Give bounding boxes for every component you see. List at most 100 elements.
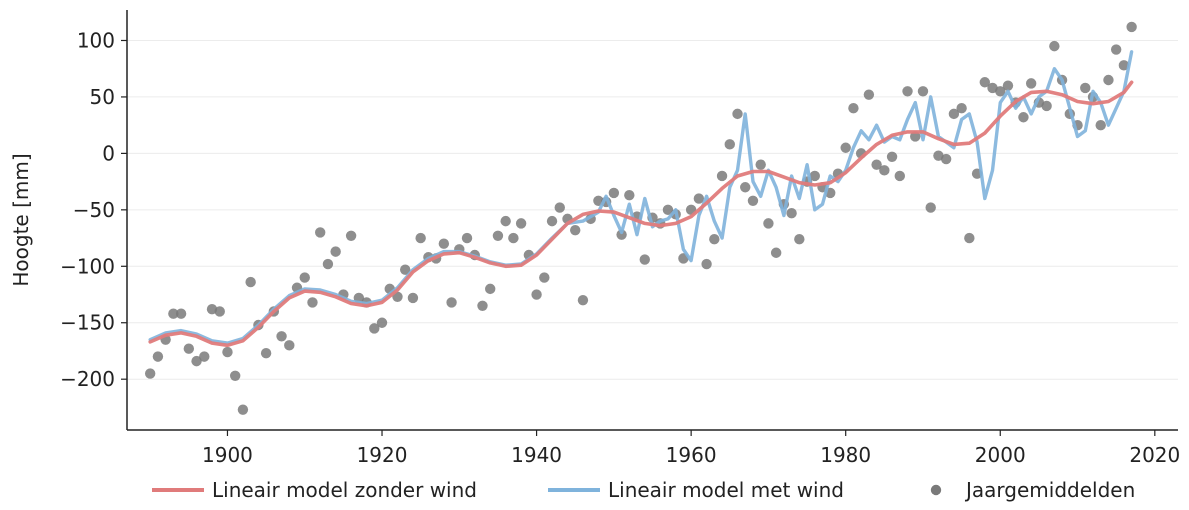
- data-point: [1095, 119, 1106, 131]
- data-point: [770, 247, 782, 258]
- data-point: [183, 343, 195, 354]
- data-point: [376, 317, 388, 328]
- data-point: [485, 283, 496, 295]
- legend-label: Jaargemiddelden: [964, 478, 1135, 502]
- data-point: [299, 272, 310, 283]
- legend-label: Lineair model met wind: [608, 478, 844, 502]
- data-point: [492, 230, 504, 242]
- data-point: [608, 187, 620, 199]
- data-point: [284, 340, 295, 351]
- data-point: [461, 232, 473, 244]
- data-point: [840, 142, 851, 153]
- data-point: [639, 254, 650, 265]
- data-point: [191, 355, 202, 367]
- data-point: [546, 215, 558, 227]
- y-tick-label: 50: [90, 85, 115, 109]
- data-point: [886, 151, 898, 162]
- data-point: [237, 404, 249, 415]
- y-tick-label: −200: [60, 367, 115, 391]
- series-line: [148, 50, 1134, 345]
- data-point: [794, 233, 805, 245]
- data-point: [345, 230, 357, 242]
- data-point: [508, 232, 519, 244]
- legend-item: Jaargemiddelden: [930, 478, 1135, 502]
- data-point: [446, 297, 457, 308]
- data-point: [1118, 60, 1130, 71]
- data-point: [322, 258, 334, 270]
- data-point: [786, 208, 797, 219]
- data-point: [276, 331, 287, 342]
- x-tick-label: 1980: [820, 443, 871, 467]
- data-point: [925, 202, 936, 213]
- data-point: [1049, 40, 1060, 52]
- data-point: [369, 323, 380, 334]
- data-point: [554, 202, 565, 213]
- data-point: [809, 170, 820, 182]
- data-point: [168, 308, 179, 319]
- data-point: [407, 292, 419, 304]
- data-point: [314, 227, 326, 238]
- y-tick-label: 0: [102, 141, 115, 165]
- data-point: [1126, 21, 1137, 33]
- data-point: [616, 229, 627, 240]
- data-point: [902, 86, 913, 97]
- data-point: [662, 204, 674, 216]
- gridlines: [127, 39, 1178, 380]
- data-point: [222, 346, 233, 358]
- data-point: [709, 233, 720, 245]
- data-point: [1041, 100, 1052, 112]
- data-point: [438, 238, 450, 249]
- x-tick-label: 1960: [666, 443, 717, 467]
- data-point: [515, 218, 527, 229]
- data-point: [964, 232, 975, 244]
- data-point: [740, 182, 751, 193]
- data-point: [307, 297, 318, 308]
- data-point: [871, 159, 882, 170]
- data-point: [531, 289, 542, 300]
- y-tick-label: −150: [60, 311, 115, 335]
- series-0: [148, 80, 1134, 348]
- series-line: [148, 80, 1134, 348]
- data-point: [415, 232, 426, 244]
- data-point: [570, 224, 581, 236]
- data-point: [995, 86, 1006, 97]
- data-point: [500, 215, 511, 227]
- data-point: [144, 368, 156, 379]
- data-point: [539, 272, 550, 283]
- data-point: [1110, 44, 1122, 55]
- data-point: [1103, 74, 1114, 86]
- data-point: [948, 108, 960, 120]
- data-point: [245, 276, 256, 288]
- data-point: [716, 170, 728, 182]
- y-tick-label: 100: [77, 28, 115, 52]
- data-point: [917, 86, 929, 97]
- y-axis-ticks: 100 50 0 −50 −100 −150 −200: [60, 28, 127, 391]
- data-point: [732, 108, 743, 120]
- x-tick-label: 1940: [511, 443, 562, 467]
- data-point: [1025, 78, 1037, 89]
- data-point: [152, 351, 164, 362]
- x-tick-label: 2020: [1129, 443, 1180, 467]
- data-point: [214, 306, 225, 317]
- data-point: [624, 189, 635, 201]
- data-point: [701, 258, 712, 270]
- data-point: [863, 89, 875, 100]
- series-1: [148, 50, 1134, 345]
- legend: Lineair model zonder wind Lineair model m…: [152, 478, 1135, 502]
- data-point: [755, 159, 766, 170]
- legend-item: Lineair model met wind: [548, 478, 844, 502]
- data-point: [1018, 112, 1029, 123]
- y-tick-label: −100: [60, 254, 115, 278]
- legend-item: Lineair model zonder wind: [152, 478, 477, 502]
- data-point: [956, 103, 967, 114]
- data-point: [910, 131, 921, 142]
- data-point: [848, 103, 859, 114]
- data-point: [199, 351, 210, 362]
- x-tick-label: 2000: [975, 443, 1026, 467]
- x-tick-label: 1900: [202, 443, 253, 467]
- x-axis-ticks: 1900 1920 1940 1960 1980 2000 2020: [202, 430, 1180, 467]
- data-point: [724, 139, 735, 150]
- data-point: [693, 193, 705, 204]
- legend-marker: [930, 484, 942, 496]
- data-point: [330, 246, 341, 257]
